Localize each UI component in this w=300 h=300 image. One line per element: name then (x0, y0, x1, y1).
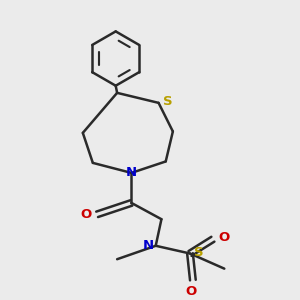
Text: S: S (163, 95, 173, 108)
Text: O: O (218, 231, 229, 244)
Text: O: O (81, 208, 92, 221)
Text: S: S (194, 246, 204, 260)
Text: N: N (143, 239, 154, 252)
Text: N: N (126, 167, 137, 179)
Text: O: O (186, 285, 197, 298)
